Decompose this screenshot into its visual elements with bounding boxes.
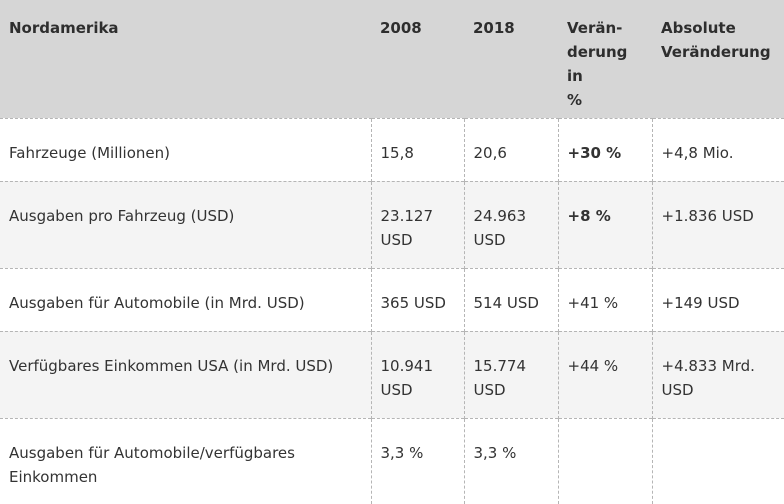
table-row: Ausgaben für Automobile/verfügbares Eink… xyxy=(0,417,784,504)
change-absolute: +149 USD xyxy=(651,267,784,331)
table-header-row: Nordamerika 2008 2018 Verän-derung in% A… xyxy=(0,0,784,118)
table-row: Ausgaben für Automobile (in Mrd. USD) 36… xyxy=(0,267,784,331)
change-absolute xyxy=(651,417,784,504)
table-row: Verfügbares Einkommen USA (in Mrd. USD) … xyxy=(0,330,784,418)
value-2018: 3,3 % xyxy=(463,417,558,504)
value-2008: 10.941 USD xyxy=(370,330,464,418)
header-region: Nordamerika xyxy=(0,0,371,118)
change-absolute: +4.833 Mrd. USD xyxy=(651,330,784,418)
change-percent: +44 % xyxy=(557,330,652,418)
change-percent: +8 % xyxy=(557,180,652,268)
header-change-percent: Verän-derung in% xyxy=(558,0,652,118)
value-2018: 514 USD xyxy=(463,267,558,331)
change-percent xyxy=(557,417,652,504)
row-label: Ausgaben für Automobile (in Mrd. USD) xyxy=(0,267,371,331)
value-2008: 3,3 % xyxy=(370,417,464,504)
value-2018: 24.963 USD xyxy=(463,180,558,268)
value-2018: 15.774 USD xyxy=(463,330,558,418)
change-percent: +41 % xyxy=(557,267,652,331)
value-2008: 365 USD xyxy=(370,267,464,331)
table-row: Ausgaben pro Fahrzeug (USD) 23.127 USD 2… xyxy=(0,180,784,268)
change-percent: +30 % xyxy=(557,117,652,181)
header-change-absolute: Absolute Veränderung xyxy=(652,0,784,118)
row-label: Ausgaben für Automobile/verfügbares Eink… xyxy=(0,417,371,504)
row-label: Ausgaben pro Fahrzeug (USD) xyxy=(0,180,371,268)
header-year-2008: 2008 xyxy=(371,0,464,118)
header-year-2018: 2018 xyxy=(464,0,558,118)
change-absolute: +1.836 USD xyxy=(651,180,784,268)
value-2008: 15,8 xyxy=(370,117,464,181)
value-2018: 20,6 xyxy=(463,117,558,181)
change-absolute: +4,8 Mio. xyxy=(651,117,784,181)
row-label: Verfügbares Einkommen USA (in Mrd. USD) xyxy=(0,330,371,418)
row-label: Fahrzeuge (Millionen) xyxy=(0,117,371,181)
table-row: Fahrzeuge (Millionen) 15,8 20,6 +30 % +4… xyxy=(0,117,784,181)
value-2008: 23.127 USD xyxy=(370,180,464,268)
